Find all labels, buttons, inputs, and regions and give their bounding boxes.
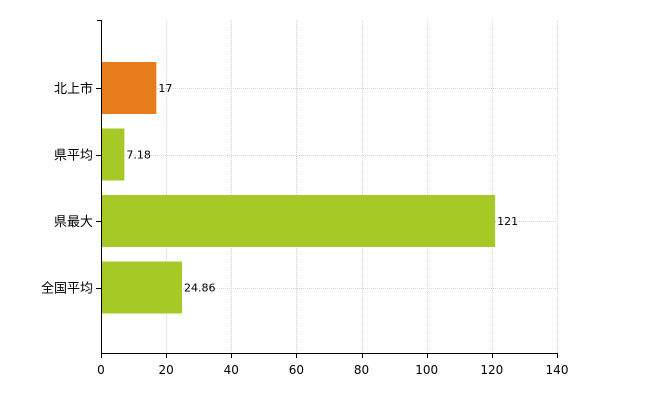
bar-3	[101, 195, 496, 247]
bar-4	[101, 261, 182, 314]
category-label: 県最大	[54, 215, 93, 230]
x-tick-label: 60	[289, 363, 304, 377]
bar-layer	[101, 62, 496, 314]
x-tick-label: 100	[415, 363, 438, 377]
x-tick-label: 120	[480, 363, 503, 377]
data-label: 7.18	[126, 149, 151, 162]
category-label: 県平均	[54, 149, 93, 164]
axis-layer	[96, 20, 558, 358]
bar-2	[101, 128, 125, 181]
bar-1	[101, 62, 157, 114]
x-tick-label: 0	[97, 363, 105, 377]
data-label: 24.86	[184, 282, 216, 295]
x-tick-label: 140	[546, 363, 569, 377]
category-label: 全国平均	[41, 281, 93, 297]
x-tick-label: 20	[159, 363, 174, 377]
category-label: 北上市	[54, 81, 93, 97]
data-label: 121	[497, 215, 518, 228]
x-tick-label: 80	[354, 363, 369, 377]
data-label: 17	[158, 82, 172, 95]
x-tick-label: 40	[224, 363, 239, 377]
